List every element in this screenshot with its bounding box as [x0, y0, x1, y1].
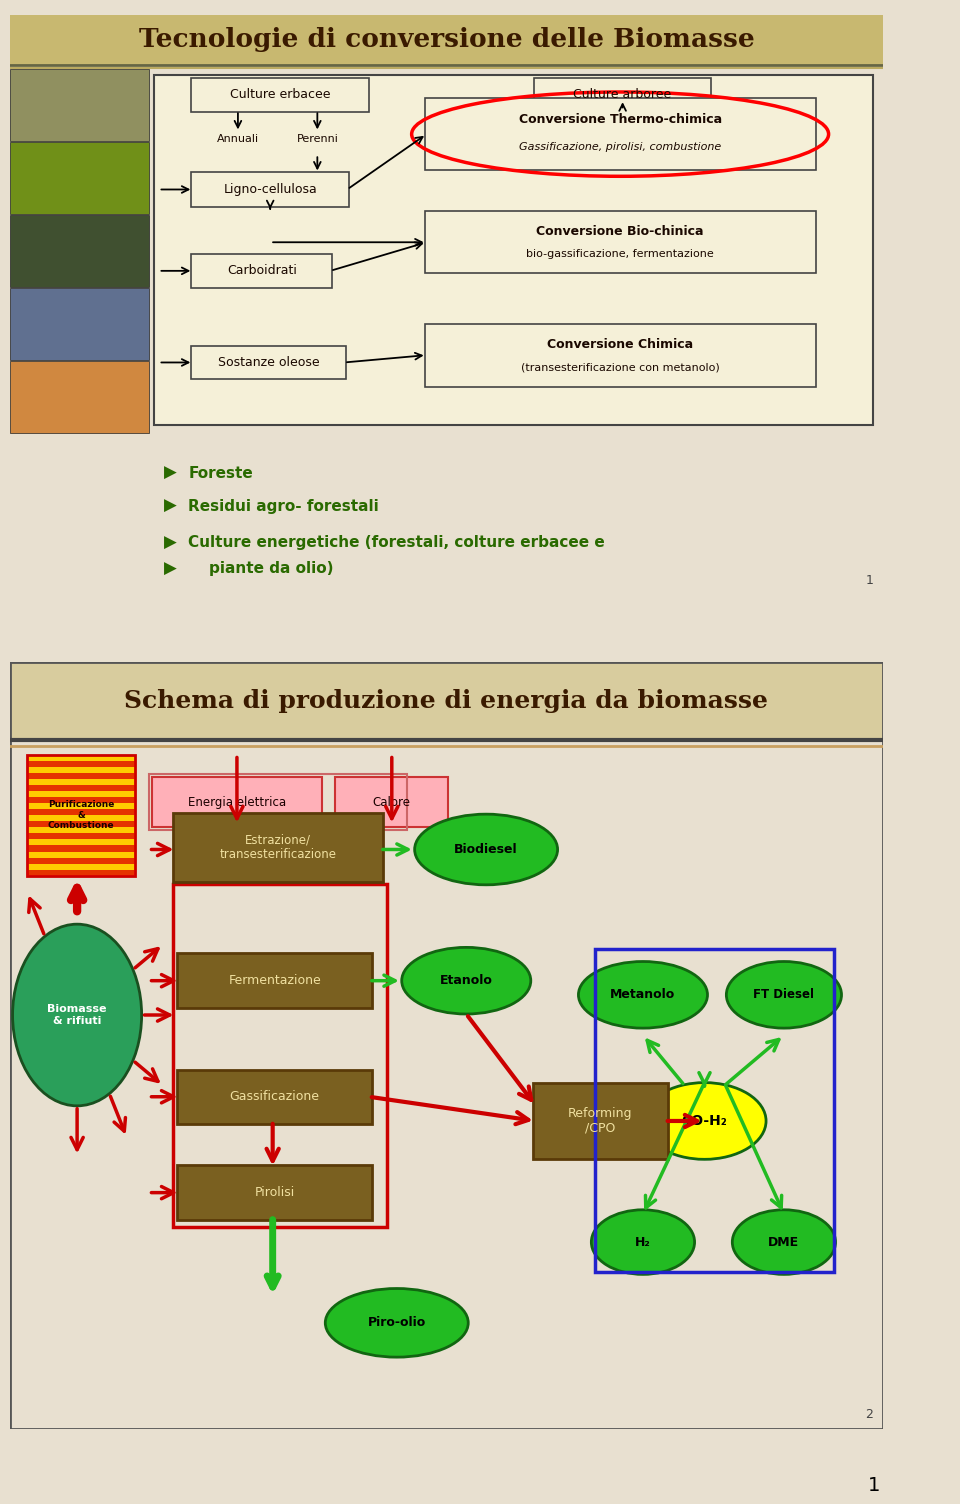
Text: Culture arboree: Culture arboree [573, 89, 672, 101]
Text: FT Diesel: FT Diesel [754, 988, 814, 1002]
Text: Metanolo: Metanolo [611, 988, 676, 1002]
FancyBboxPatch shape [191, 254, 332, 287]
Text: Schema di produzione di energia da biomasse: Schema di produzione di energia da bioma… [125, 689, 768, 713]
FancyBboxPatch shape [10, 361, 149, 433]
Text: Culture energetiche (forestali, colture erbacee e: Culture energetiche (forestali, colture … [188, 535, 605, 550]
FancyBboxPatch shape [28, 833, 134, 839]
Text: (transesterificazione con metanolo): (transesterificazione con metanolo) [520, 362, 719, 373]
Text: Pirolisi: Pirolisi [254, 1187, 295, 1199]
FancyBboxPatch shape [10, 215, 149, 287]
Text: 1: 1 [868, 1477, 879, 1495]
FancyBboxPatch shape [28, 845, 134, 851]
Ellipse shape [579, 961, 708, 1029]
Ellipse shape [325, 1289, 468, 1357]
Text: Perenni: Perenni [297, 134, 338, 144]
FancyBboxPatch shape [424, 323, 816, 387]
Text: Tecnologie di conversione delle Biomasse: Tecnologie di conversione delle Biomasse [138, 27, 755, 53]
Text: Gassificazione, pirolisi, combustione: Gassificazione, pirolisi, combustione [519, 141, 721, 152]
FancyBboxPatch shape [191, 78, 369, 111]
Text: Conversione Bio-chinica: Conversione Bio-chinica [537, 226, 704, 239]
Text: Estrazione/
transesterificazione: Estrazione/ transesterificazione [220, 833, 337, 862]
Text: bio-gassificazione, fermentazione: bio-gassificazione, fermentazione [526, 250, 714, 259]
Text: Reforming
/CPO: Reforming /CPO [568, 1107, 633, 1136]
Ellipse shape [12, 923, 142, 1105]
Text: Carboidrati: Carboidrati [227, 265, 297, 277]
FancyBboxPatch shape [533, 1083, 668, 1160]
FancyBboxPatch shape [28, 785, 134, 791]
Text: Conversione Chimica: Conversione Chimica [547, 337, 693, 350]
FancyBboxPatch shape [28, 821, 134, 827]
FancyBboxPatch shape [424, 98, 816, 170]
Ellipse shape [732, 1209, 835, 1274]
FancyBboxPatch shape [191, 346, 347, 379]
Text: ▶: ▶ [163, 465, 177, 483]
Ellipse shape [727, 961, 842, 1029]
Text: Piro-olio: Piro-olio [368, 1316, 426, 1330]
Text: Gassificazione: Gassificazione [229, 1090, 320, 1104]
FancyBboxPatch shape [174, 814, 383, 881]
Text: ▶: ▶ [163, 498, 177, 516]
FancyBboxPatch shape [10, 69, 149, 141]
Text: Etanolo: Etanolo [440, 975, 492, 987]
FancyBboxPatch shape [534, 78, 711, 111]
FancyBboxPatch shape [28, 797, 134, 803]
Ellipse shape [401, 948, 531, 1014]
FancyBboxPatch shape [335, 776, 448, 827]
Text: Biomasse
& rifiuti: Biomasse & rifiuti [47, 1005, 107, 1026]
Ellipse shape [643, 1083, 766, 1160]
Text: Energia elettrica: Energia elettrica [188, 796, 286, 809]
Text: H₂: H₂ [636, 1236, 651, 1248]
FancyBboxPatch shape [152, 776, 323, 827]
FancyBboxPatch shape [424, 212, 816, 274]
Text: Culture erbacee: Culture erbacee [229, 89, 330, 101]
FancyBboxPatch shape [10, 287, 149, 359]
Ellipse shape [591, 1209, 695, 1274]
Text: Sostanze oleose: Sostanze oleose [218, 356, 320, 368]
FancyBboxPatch shape [10, 662, 883, 740]
Ellipse shape [415, 814, 558, 884]
FancyBboxPatch shape [178, 954, 372, 1008]
FancyBboxPatch shape [28, 869, 134, 875]
Text: Fermentazione: Fermentazione [228, 975, 321, 987]
Text: Biodiesel: Biodiesel [454, 842, 518, 856]
FancyBboxPatch shape [10, 15, 883, 65]
FancyBboxPatch shape [28, 773, 134, 779]
Text: ▶: ▶ [163, 559, 177, 578]
FancyBboxPatch shape [154, 75, 874, 426]
Text: Foreste: Foreste [188, 466, 253, 481]
Text: DME: DME [768, 1236, 800, 1248]
FancyBboxPatch shape [28, 857, 134, 863]
FancyBboxPatch shape [28, 755, 134, 875]
Text: ▶: ▶ [163, 534, 177, 552]
Text: 1: 1 [865, 573, 874, 587]
FancyBboxPatch shape [178, 1069, 372, 1123]
Text: Residui agro- forestali: Residui agro- forestali [188, 499, 379, 514]
FancyBboxPatch shape [28, 761, 134, 767]
Text: Conversione Thermo-chimica: Conversione Thermo-chimica [518, 113, 722, 126]
Text: piante da olio): piante da olio) [188, 561, 334, 576]
FancyBboxPatch shape [191, 171, 349, 208]
Text: Purificazione
&
Combustione: Purificazione & Combustione [48, 800, 114, 830]
Text: 2: 2 [865, 1408, 874, 1421]
FancyBboxPatch shape [10, 141, 149, 214]
FancyBboxPatch shape [178, 1166, 372, 1220]
Text: Calore: Calore [372, 796, 411, 809]
Text: Annuali: Annuali [217, 134, 259, 144]
FancyBboxPatch shape [28, 809, 134, 815]
Text: CO-H₂: CO-H₂ [682, 1114, 728, 1128]
Text: Ligno-cellulosa: Ligno-cellulosa [224, 183, 317, 196]
